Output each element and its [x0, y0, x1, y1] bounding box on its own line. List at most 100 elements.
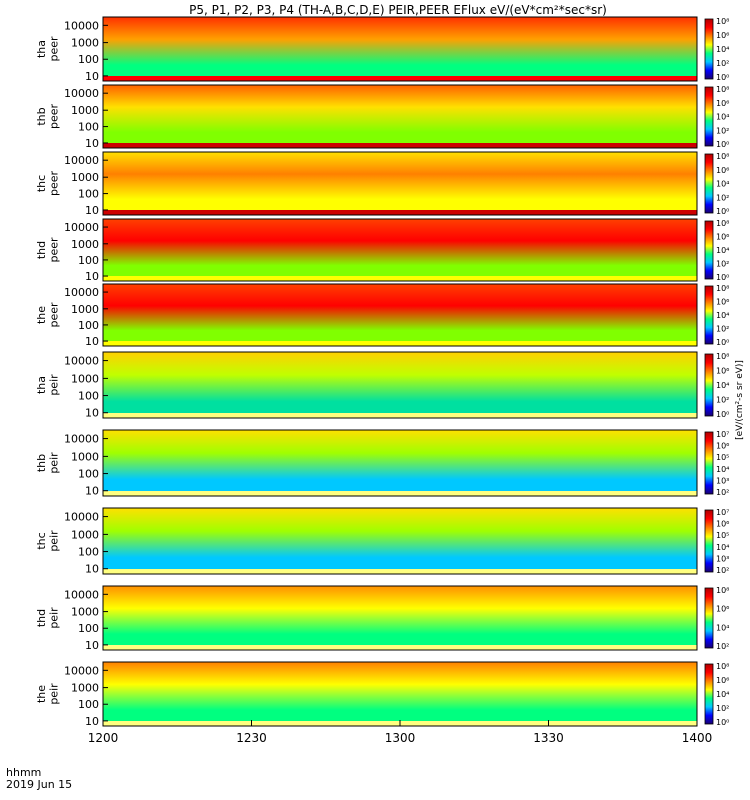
panel-probe-label: the [35, 306, 48, 324]
panel-species-label: peir [48, 607, 61, 629]
y-tick-label: 1000 [71, 37, 99, 50]
colorbar-tick-label: 10⁸ [716, 219, 729, 228]
panel-tha-peer: 10000 1000 100 10 thapeer 10⁸ 10⁶ 10⁴ 10² 10⁰ [35, 16, 729, 83]
panel-label: thcpeir [35, 530, 61, 552]
y-tick-label: 10000 [64, 286, 99, 299]
heatmap-image [103, 17, 697, 81]
panel-label: thepeir [35, 683, 61, 705]
y-tick-label: 100 [78, 319, 99, 332]
colorbar-tick-label: 10⁶ [716, 99, 729, 108]
heatmap-bottom-band [103, 210, 697, 215]
colorbar-tick-label: 10² [716, 126, 729, 135]
y-tick-label: 1000 [71, 528, 99, 541]
colorbar-tick-label: 10⁶ [716, 442, 729, 451]
panel-thb-peir: 10000 1000 100 10 thbpeir 10⁷ 10⁶ 10⁵ 10⁴ 10³ 10² [35, 429, 729, 498]
panel-thb-peer: 10000 1000 100 10 thbpeer 10⁸ 10⁶ 10⁴ 10² 10⁰ [35, 84, 729, 150]
colorbar-tick-label: 10⁴ [716, 311, 729, 320]
panel-species-label: peer [48, 302, 61, 328]
y-tick-label: 10 [85, 407, 99, 420]
colorbar-tick-label: 10⁷ [716, 508, 729, 517]
y-tick-label: 1000 [71, 450, 99, 463]
colorbar-tick-label: 10⁴ [716, 113, 729, 122]
x-tick-label: 1330 [533, 731, 564, 745]
y-tick-label: 10000 [64, 664, 99, 677]
colorbar-tick-label: 10⁰ [716, 273, 729, 282]
panel-thd-peer: 10000 1000 100 10 thdpeer 10⁸ 10⁶ 10⁴ 10² 10⁰ [35, 218, 729, 283]
colorbar-tick-label: 10³ [716, 554, 729, 563]
colorbar-tick-label: 10⁸ [716, 352, 729, 361]
colorbar-tick-label: 10² [716, 396, 729, 405]
heatmap-image [103, 85, 697, 148]
x-tick-label: 1200 [88, 731, 119, 745]
colorbar-tick-label: 10² [716, 488, 729, 497]
y-tick-label: 100 [78, 468, 99, 481]
y-tick-label: 10 [85, 335, 99, 348]
y-tick-label: 10000 [64, 433, 99, 446]
heatmap-image [103, 219, 697, 281]
colorbar-tick-label: 10⁸ [716, 85, 729, 94]
panel-species-label: peer [48, 237, 61, 263]
colorbar-tick-label: 10⁰ [716, 140, 729, 149]
colorbar [704, 220, 714, 280]
colorbar-tick-label: 10² [716, 260, 729, 269]
y-tick-label: 10 [85, 639, 99, 652]
panel-label: thdpeer [35, 237, 61, 263]
y-tick-label: 10 [85, 563, 99, 576]
colorbar [704, 86, 714, 147]
panel-probe-label: thd [35, 241, 48, 259]
heatmap-image [103, 508, 697, 574]
y-tick-label: 10 [85, 485, 99, 498]
panel-frame [102, 16, 698, 82]
y-tick-label: 10000 [64, 221, 99, 234]
y-tick-label: 1000 [71, 372, 99, 385]
colorbar-tick-label: 10⁶ [716, 233, 729, 242]
heatmap-image [103, 352, 697, 418]
colorbar-tick-label: 10⁶ [716, 166, 729, 175]
colorbar-tick-label: 10⁵ [716, 453, 729, 462]
y-tick-label: 100 [78, 254, 99, 267]
y-tick-label: 100 [78, 698, 99, 711]
panel-label: thbpeer [35, 104, 61, 130]
colorbar-tick-label: 10⁰ [716, 718, 729, 727]
colorbar-tick-label: 10⁴ [716, 690, 729, 699]
colorbar-tick-label: 10⁶ [716, 676, 729, 685]
heatmap-bottom-band [103, 276, 697, 281]
panel-label: thbpeir [35, 452, 61, 474]
colorbar-tick-label: 10⁴ [716, 543, 729, 552]
panel-tha-peir: 10000 1000 100 10 thapeir 10⁸ 10⁶ 10⁴ 10² 10⁰ [35, 351, 729, 420]
colorbar [704, 431, 714, 495]
panel-the-peer: 10000 1000 100 10 thepeer 10⁸ 10⁶ 10⁴ 10² 10⁰ [35, 283, 729, 348]
colorbar-tick-label: 10² [716, 642, 729, 651]
colorbar-tick-label: 10⁵ [716, 531, 729, 540]
y-tick-label: 100 [78, 121, 99, 134]
y-tick-label: 100 [78, 546, 99, 559]
y-tick-label: 10000 [64, 154, 99, 167]
panel-probe-label: thb [35, 454, 48, 472]
colorbar-axis-label: [eV/(cm²-s sr eV)] [735, 360, 745, 440]
colorbar-tick-label: 10⁶ [716, 520, 729, 529]
y-tick-label: 100 [78, 188, 99, 201]
colorbar-tick-label: 10⁰ [716, 410, 729, 419]
heatmap-bottom-band [103, 645, 697, 650]
y-tick-label: 10 [85, 70, 99, 83]
colorbar-tick-label: 10⁴ [716, 180, 729, 189]
heatmap-bottom-band [103, 413, 697, 418]
panels-group: 10000100010010thapeer10⁸10⁶10⁴10²10⁰1000… [35, 16, 729, 728]
panel-probe-label: thc [35, 175, 48, 192]
colorbar-tick-label: 10² [716, 193, 729, 202]
heatmap-image [103, 284, 697, 346]
heatmap-image [103, 662, 697, 726]
colorbar-tick-label: 10⁰ [716, 73, 729, 82]
heatmap-image [103, 152, 697, 215]
colorbar-tick-label: 10² [716, 59, 729, 68]
panel-species-label: peer [48, 104, 61, 130]
panel-probe-label: thb [35, 107, 48, 125]
panel-species-label: peir [48, 530, 61, 552]
colorbar-tick-label: 10² [716, 566, 729, 575]
y-tick-label: 10000 [64, 588, 99, 601]
colorbar [704, 509, 714, 573]
colorbar-tick-label: 10⁶ [716, 367, 729, 376]
y-tick-label: 1000 [71, 682, 99, 695]
panel-frame [102, 429, 698, 497]
